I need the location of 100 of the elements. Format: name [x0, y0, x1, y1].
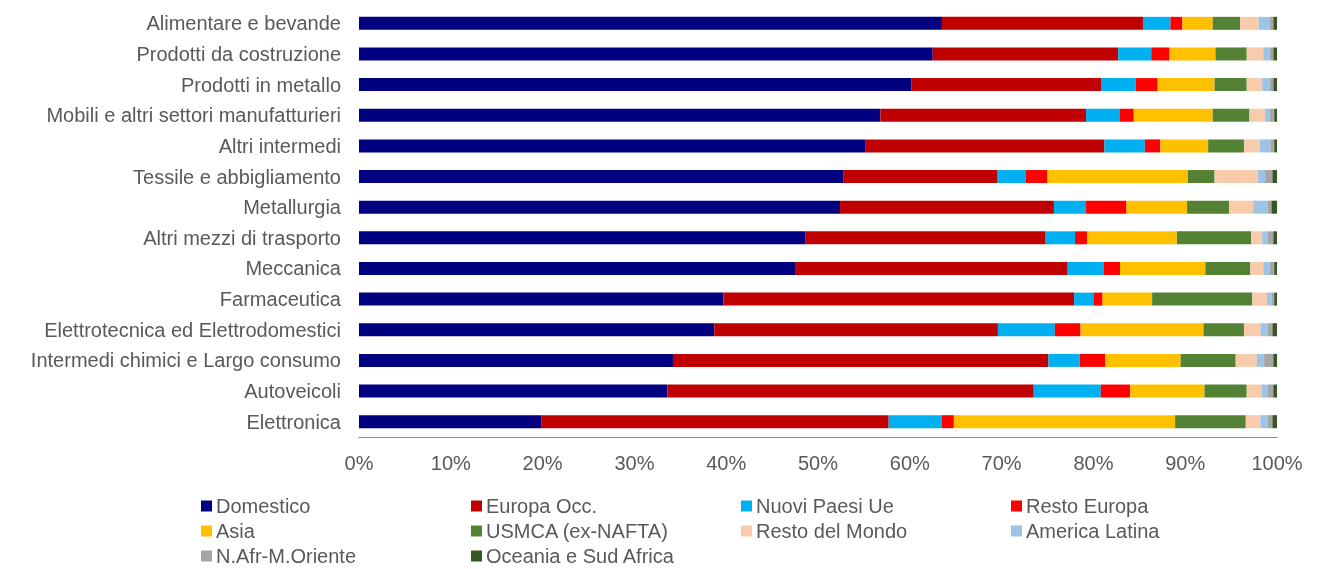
bar — [1212, 108, 1250, 122]
bar — [1271, 200, 1277, 214]
bar — [1272, 415, 1277, 429]
bar — [1135, 78, 1158, 92]
bar — [359, 78, 912, 92]
bar — [1182, 16, 1213, 30]
bar — [1249, 108, 1266, 122]
bar — [1033, 384, 1101, 398]
bar — [1187, 170, 1215, 184]
bar — [1102, 292, 1153, 306]
x-tick-label: 10% — [430, 452, 472, 474]
bar — [1258, 16, 1270, 30]
bar — [359, 292, 724, 306]
bar — [880, 108, 1087, 122]
bar — [932, 47, 1119, 61]
bar — [359, 415, 542, 429]
legend-label: Resto Europa — [1026, 495, 1150, 517]
x-tick-label: 20% — [522, 452, 563, 474]
bar — [1245, 415, 1261, 429]
bar — [1267, 384, 1274, 398]
bar — [359, 16, 942, 30]
bar — [359, 323, 715, 337]
legend-label: Asia — [216, 520, 256, 542]
x-tick-label: 30% — [614, 452, 655, 474]
bar — [1133, 108, 1213, 122]
bar — [1257, 170, 1266, 184]
bar — [1246, 47, 1264, 61]
bar — [1273, 384, 1277, 398]
bar — [1243, 139, 1260, 153]
bar — [359, 231, 806, 245]
bar — [1100, 384, 1131, 398]
legend-label: America Latina — [1026, 520, 1161, 542]
legend-label: Resto del Mondo — [756, 520, 908, 542]
bar — [1256, 353, 1265, 367]
x-tick-label: 50% — [797, 452, 839, 474]
x-tick-label: 60% — [889, 452, 931, 474]
bar — [1170, 16, 1183, 30]
bar — [1273, 78, 1277, 92]
bar — [1273, 47, 1277, 61]
x-tick-label: 0% — [344, 452, 374, 474]
bar — [1101, 78, 1136, 92]
bar — [1246, 384, 1262, 398]
bar — [1187, 200, 1230, 214]
bar — [1262, 231, 1268, 245]
bar — [1160, 139, 1209, 153]
bar — [1104, 139, 1145, 153]
bar — [1169, 47, 1216, 61]
bar — [911, 78, 1102, 92]
bar — [359, 139, 866, 153]
bar — [1048, 353, 1080, 367]
bar — [1144, 139, 1161, 153]
x-tick-label: 70% — [981, 452, 1022, 474]
bar — [1272, 323, 1277, 337]
x-tick-label: 100% — [1251, 452, 1303, 474]
bar — [1251, 231, 1263, 245]
bar — [1253, 200, 1268, 214]
bar — [1120, 108, 1134, 122]
legend-label: Oceania e Sud Africa — [486, 545, 675, 567]
bar — [1130, 384, 1205, 398]
bar — [1229, 200, 1254, 214]
bar — [1157, 78, 1215, 92]
bar — [1274, 139, 1277, 153]
bar — [359, 200, 841, 214]
bar — [1205, 261, 1251, 275]
bar — [865, 139, 1105, 153]
bar — [723, 292, 1075, 306]
bar — [1265, 170, 1273, 184]
bar — [359, 384, 668, 398]
legend-label: N.Afr-M.Oriente — [216, 545, 357, 567]
bar — [672, 353, 1049, 367]
bar — [1175, 415, 1246, 429]
bar — [1273, 231, 1277, 245]
bar — [1261, 384, 1268, 398]
x-tick-label: 40% — [706, 452, 747, 474]
legend-label: Nuovi Paesi Ue — [756, 495, 894, 517]
bar — [1151, 47, 1170, 61]
y-tick-label: Intermedi chimici e Largo consumo — [30, 349, 341, 372]
bar — [1262, 78, 1270, 92]
bar — [359, 261, 796, 275]
bar — [1214, 170, 1258, 184]
bar — [1259, 139, 1271, 153]
bar — [1204, 384, 1247, 398]
bar — [1240, 16, 1259, 30]
bar — [1047, 170, 1188, 184]
bar — [1235, 353, 1257, 367]
y-tick-label: Autoveicoli — [244, 380, 341, 403]
bar — [1080, 323, 1204, 337]
bar — [359, 47, 933, 61]
bar — [667, 384, 1034, 398]
bar — [1086, 108, 1121, 122]
bar — [805, 231, 1046, 245]
bar — [1025, 170, 1048, 184]
bar — [1105, 353, 1181, 367]
y-tick-label: Prodotti da costruzione — [136, 42, 341, 65]
bar — [1067, 261, 1104, 275]
bar — [714, 323, 998, 337]
legend-label: Europa Occ. — [486, 495, 598, 517]
bar — [1215, 47, 1247, 61]
bar — [1274, 108, 1277, 122]
bar — [1079, 353, 1106, 367]
